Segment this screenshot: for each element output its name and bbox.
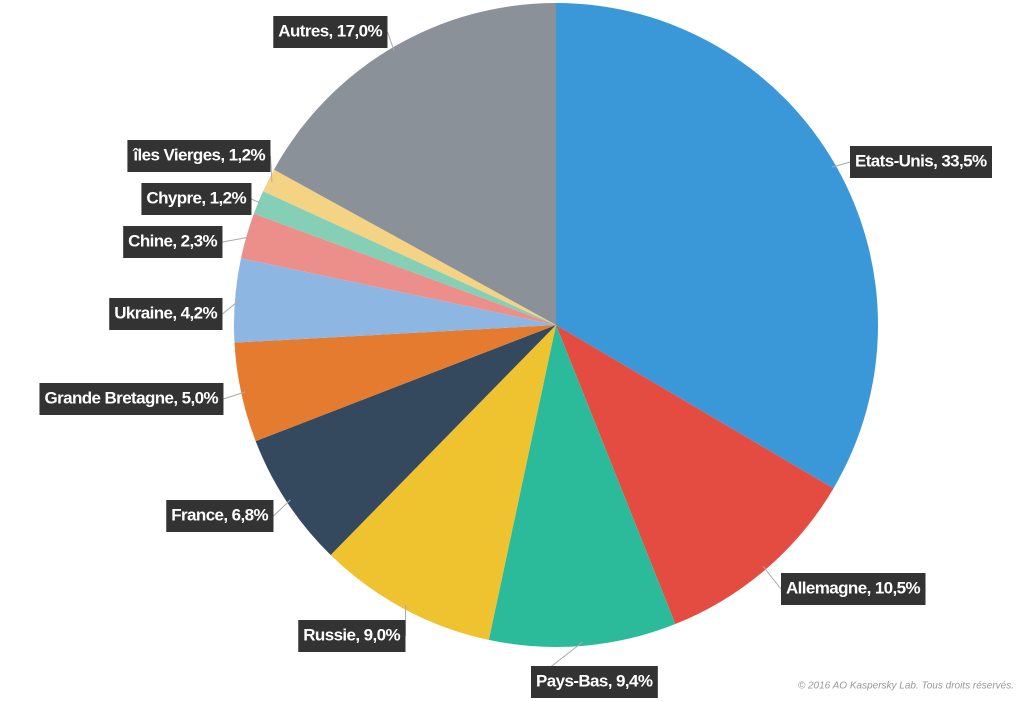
data-label-box [109,298,223,330]
leader-line [387,31,395,52]
slice [330,325,556,640]
slice [234,325,556,442]
leader-line [269,155,273,183]
data-label: Pays-Bas, 9,4% [531,666,658,698]
data-label-text: Ukraine, 4,2% [114,303,217,322]
data-label: Grande Bretagne, 5,0% [39,383,224,415]
slice [240,213,556,325]
data-label-box [127,140,271,172]
slice [556,325,834,625]
slice [263,169,556,325]
data-label: Ukraine, 4,2% [109,298,223,330]
slices [234,3,878,647]
data-label-box [166,500,274,532]
slice [488,325,676,647]
data-label-text: Grande Bretagne, 5,0% [44,388,218,407]
leader-line [223,391,246,400]
data-label-text: Chypre, 1,2% [146,188,246,207]
data-label-box [39,383,224,415]
data-label-box [531,666,658,698]
data-label-text: Chine, 2,3% [128,231,217,250]
data-label: France, 6,8% [166,500,274,532]
leader-line [222,300,240,315]
data-label: Autres, 17,0% [273,16,388,48]
leader-line [251,198,263,205]
data-label: Chypre, 1,2% [141,183,252,215]
data-label: Etats-Unis, 33,5% [850,146,993,178]
data-label: Russie, 9,0% [298,620,406,652]
data-label-text: Pays-Bas, 9,4% [536,671,653,690]
data-label-text: Allemagne, 10,5% [786,578,921,597]
data-label-box [273,16,388,48]
slice [556,3,878,489]
leader-line [222,236,251,243]
data-label-box [141,183,252,215]
data-label: Allemagne, 10,5% [781,573,926,605]
slice [273,3,556,325]
credit: © 2016 AO Kaspersky Lab. Tous droits rés… [798,681,1014,692]
leader-line [831,161,851,168]
data-label-text: Russie, 9,0% [303,625,400,644]
data-label-box [123,226,223,258]
data-label-text: îles Vierges, 1,2% [132,145,265,164]
leader-line [273,499,291,517]
data-label: Chine, 2,3% [123,226,223,258]
leaders [222,31,851,683]
data-label-box [298,620,406,652]
data-label-text: Autres, 17,0% [278,21,382,40]
labels: Etats-Unis, 33,5% Allemagne, 10,5% Pays-Ba… [39,16,993,698]
data-label-text: France, 6,8% [171,505,268,524]
data-label-box [850,146,993,178]
data-label-text: Etats-Unis, 33,5% [855,151,987,170]
slice [253,191,557,325]
leader-line [762,565,782,590]
slice [234,258,556,343]
slice [255,325,557,555]
data-label: îles Vierges, 1,2% [127,140,271,172]
data-label-box [781,573,926,605]
